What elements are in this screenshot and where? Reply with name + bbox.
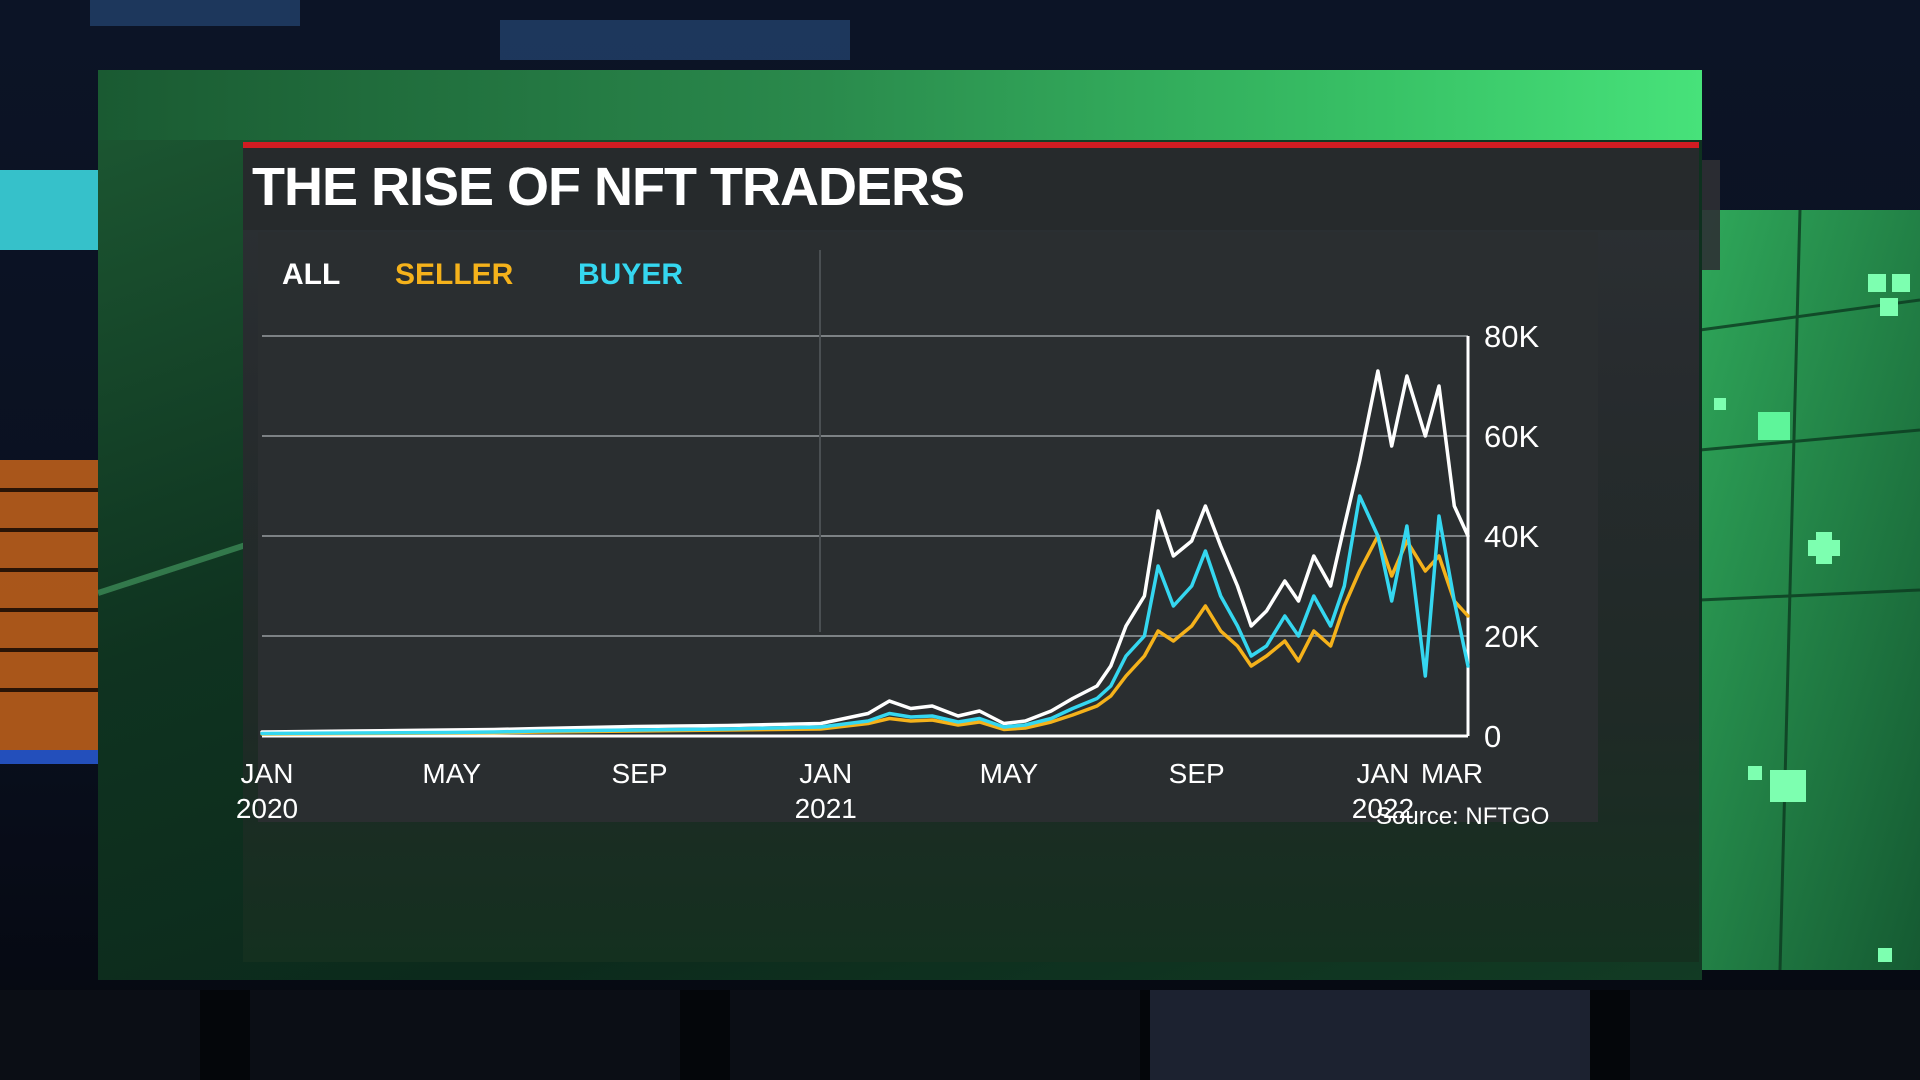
y-tick-label: 20K (1484, 619, 1539, 654)
x-tick-label: SEP (611, 758, 667, 789)
x-tick-label: JAN (799, 758, 852, 789)
legend-all: ALL (282, 258, 341, 291)
y-tick-label: 60K (1484, 419, 1539, 454)
title-bar (243, 142, 1699, 230)
orange-light-panel (0, 460, 98, 750)
x-tick-label: JAN (241, 758, 294, 789)
y-tick-label: 80K (1484, 319, 1539, 354)
x-tick-label: MAY (422, 758, 481, 789)
y-tick-label: 0 (1484, 719, 1501, 754)
legend-buyer: BUYER (578, 258, 684, 291)
x-tick-label: MAR (1421, 758, 1483, 789)
series-line-all (260, 369, 1470, 734)
cyan-light-panel (0, 170, 98, 250)
x-tick-label: SEP (1169, 758, 1225, 789)
x-tick-year-label: 2022 (1352, 793, 1414, 824)
x-tick-label: JAN (1356, 758, 1409, 789)
screen-top-glow (98, 70, 1702, 140)
x-tick-year-label: 2020 (236, 793, 298, 824)
legend-seller: SELLER (395, 258, 514, 291)
chart-title: THE RISE OF NFT TRADERS (252, 157, 965, 217)
source-note: Source: NFTGO (1376, 803, 1550, 830)
x-tick-label: MAY (980, 758, 1039, 789)
ceiling-light (500, 20, 850, 60)
series-line-buyer (260, 494, 1470, 736)
right-side-screen (1700, 210, 1920, 970)
x-tick-year-label: 2021 (795, 793, 857, 824)
y-tick-label: 40K (1484, 519, 1539, 554)
